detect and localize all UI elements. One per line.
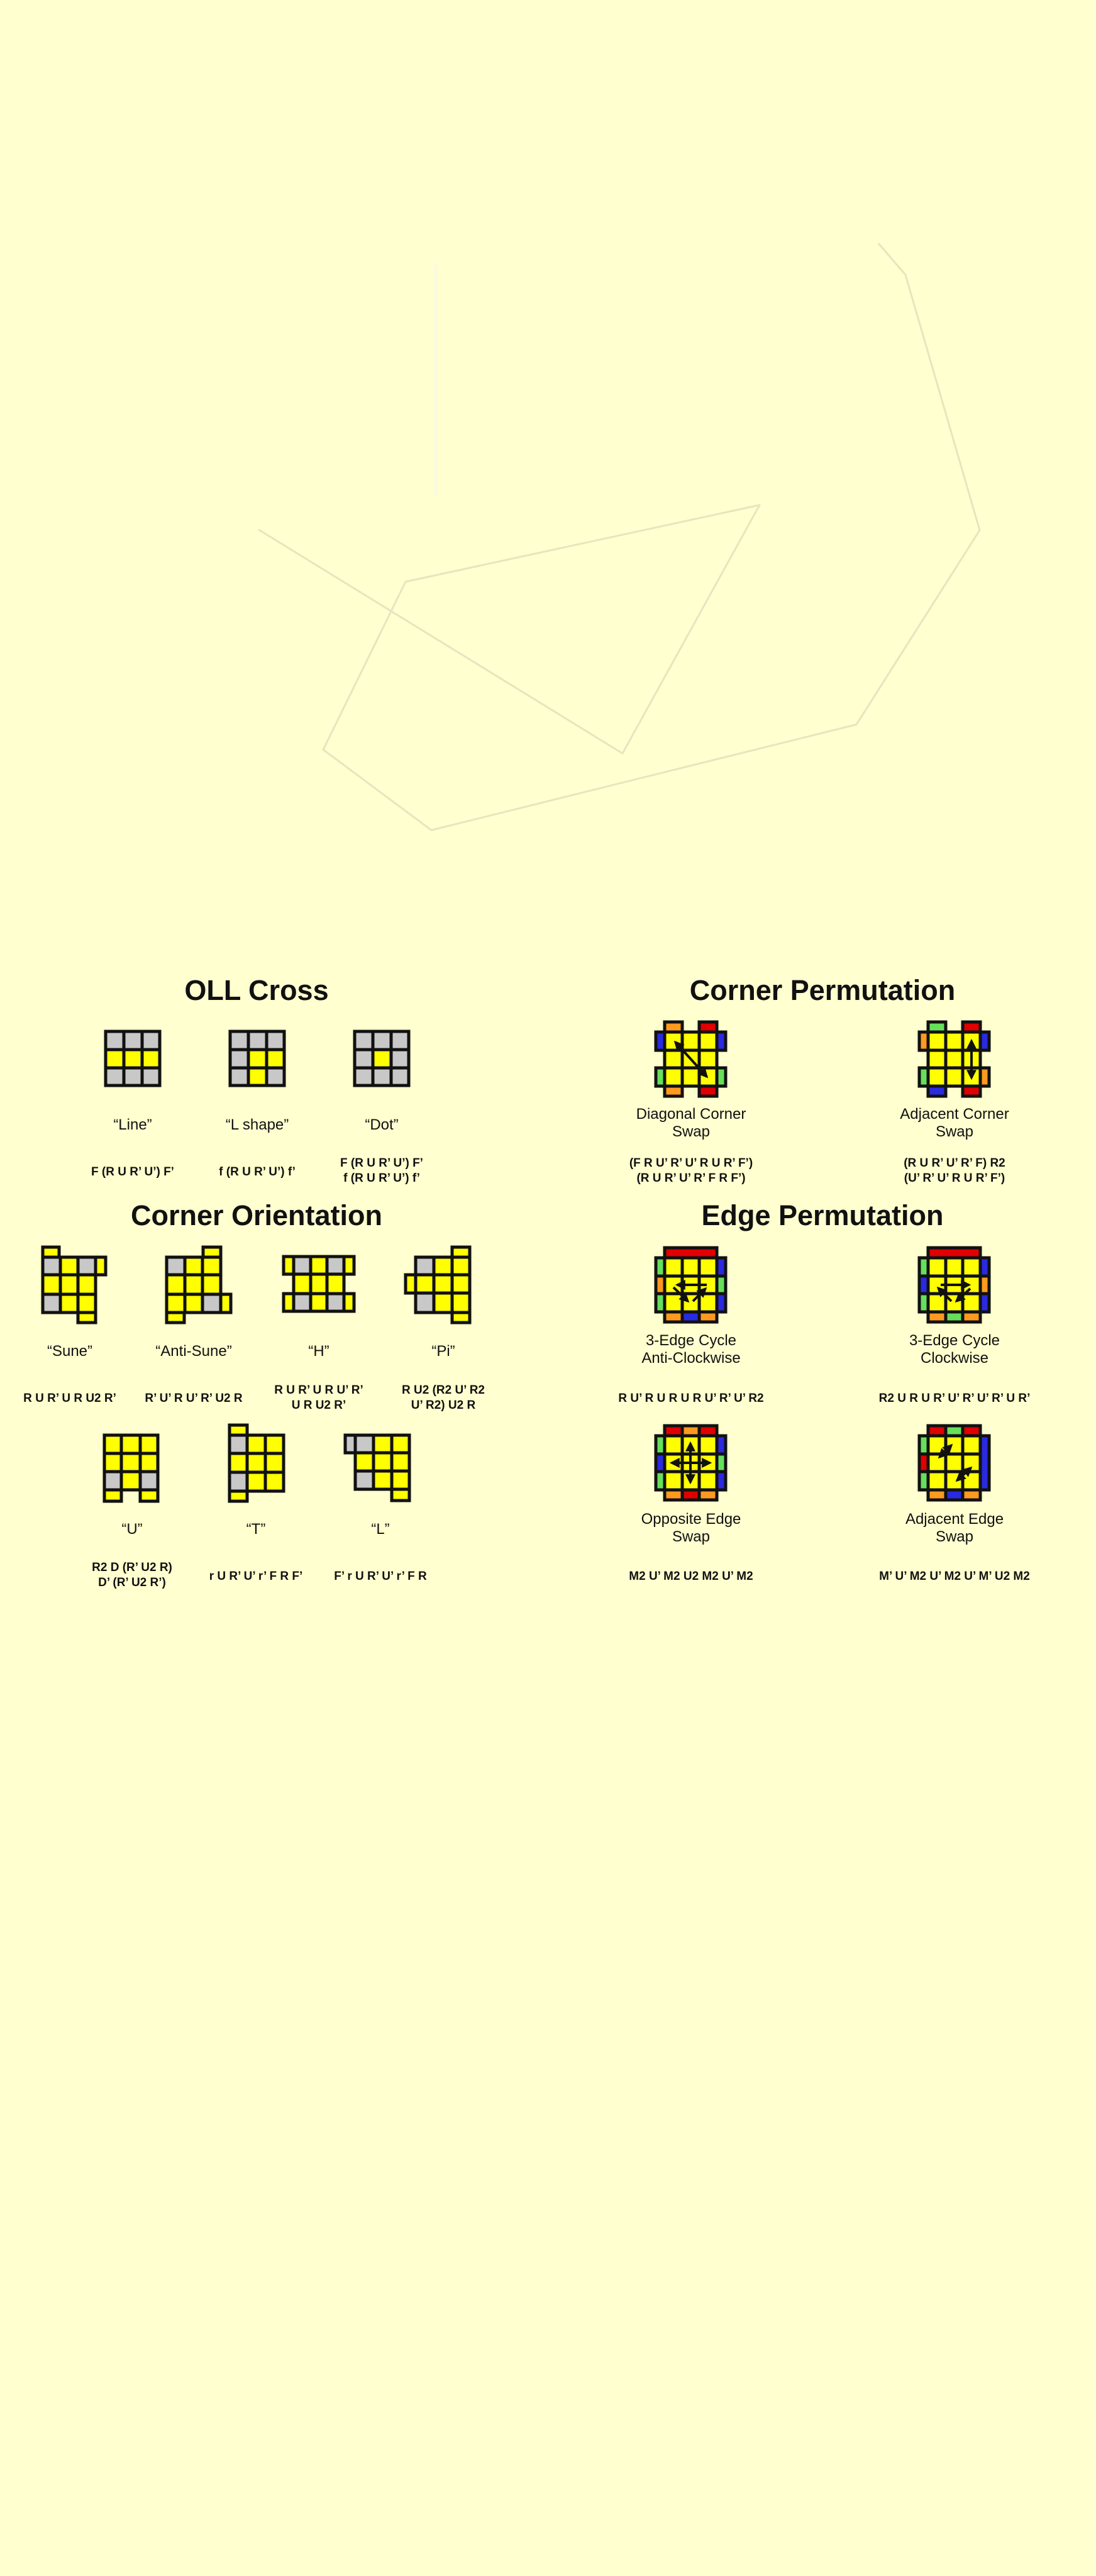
co-anti-sune-diagram [165,1245,233,1324]
co-t-name: “T” [246,1521,266,1538]
co-anti-sune-name: “Anti-Sune” [155,1343,232,1360]
co-h-diagram [282,1255,356,1313]
co-pi-alg: R U2 (R2 U’ R2 U’ R2) U2 R [402,1384,485,1412]
edge-permutation-title: Edge Permutation [701,1199,944,1231]
ep-adjacent-name: Adjacent Edge Swap [905,1511,1004,1545]
co-anti-sune-alg: R’ U’ R U’ R’ U2 R [145,1392,243,1405]
ep-adjacent-diagram [917,1424,991,1502]
oll-dot-alg: F (R U R’ U’) F’ f (R U R’ U’) f’ [340,1157,423,1185]
ep-clockwise-name: 3-Edge Cycle Clockwise [909,1332,1000,1367]
co-t-diagram [228,1423,285,1503]
ep-anticlockwise-diagram [654,1246,728,1324]
oll-l-shape-alg: f (R U R’ U’) f’ [219,1165,296,1179]
oll-cross-title: OLL Cross [184,974,329,1006]
ep-opposite-name: Opposite Edge Swap [641,1511,741,1545]
co-l-name: “L” [371,1521,390,1538]
ep-adjacent-alg: M’ U’ M2 U’ M2 U’ M’ U2 M2 [879,1570,1030,1583]
co-l-alg: F’ r U R’ U’ r’ F R [334,1570,427,1583]
ep-anticlockwise-name: 3-Edge Cycle Anti-Clockwise [641,1332,741,1367]
corner-orientation-title: Corner Orientation [130,1199,383,1231]
co-pi-diagram [404,1245,472,1324]
co-u-alg: R2 D (R’ U2 R) D’ (R’ U2 R’) [92,1561,172,1589]
oll-line-name: “Line” [113,1116,152,1133]
co-sune-diagram [41,1245,108,1324]
co-pi-name: “Pi” [431,1343,455,1360]
ep-opposite-alg: M2 U’ M2 U2 M2 U’ M2 [629,1570,753,1583]
corner-permutation-title: Corner Permutation [689,974,956,1006]
cp-adjacent-diagram [917,1020,991,1098]
ep-opposite-diagram [654,1424,728,1502]
oll-l-shape-name: “L shape” [225,1116,289,1133]
co-sune-name: “Sune” [47,1343,93,1360]
background-watermark-lines [258,243,981,831]
co-h-alg: R U R’ U R U’ R’ U R U2 R’ [274,1384,363,1412]
co-h-name: “H” [308,1343,329,1360]
oll-l-shape-diagram [228,1030,286,1087]
co-u-name: “U” [121,1521,143,1538]
co-l-diagram [343,1433,411,1502]
oll-dot-name: “Dot” [365,1116,399,1133]
co-t-alg: r U R’ U’ r’ F R F’ [209,1570,303,1583]
ep-clockwise-diagram [917,1246,991,1324]
ep-anticlockwise-alg: R U’ R U R U R U’ R’ U’ R2 [618,1392,764,1405]
ep-clockwise-alg: R2 U R U R’ U’ R’ U’ R’ U R’ [878,1392,1031,1405]
cp-diagonal-name: Diagonal Corner Swap [636,1106,746,1140]
cp-adjacent-alg: (R U R’ U’ R’ F) R2 (U’ R’ U’ R U R’ F’) [904,1157,1005,1185]
oll-dot-diagram [353,1030,411,1087]
oll-line-diagram [104,1030,162,1087]
cp-diagonal-diagram [654,1020,728,1098]
co-sune-alg: R U R’ U R U2 R’ [23,1392,116,1405]
co-u-diagram [102,1433,160,1503]
cp-adjacent-name: Adjacent Corner Swap [900,1106,1009,1140]
cp-diagonal-alg: (F R U’ R’ U’ R U R’ F’) (R U R’ U’ R’ F… [629,1157,753,1185]
oll-line-alg: F (R U R’ U’) F’ [91,1165,174,1179]
